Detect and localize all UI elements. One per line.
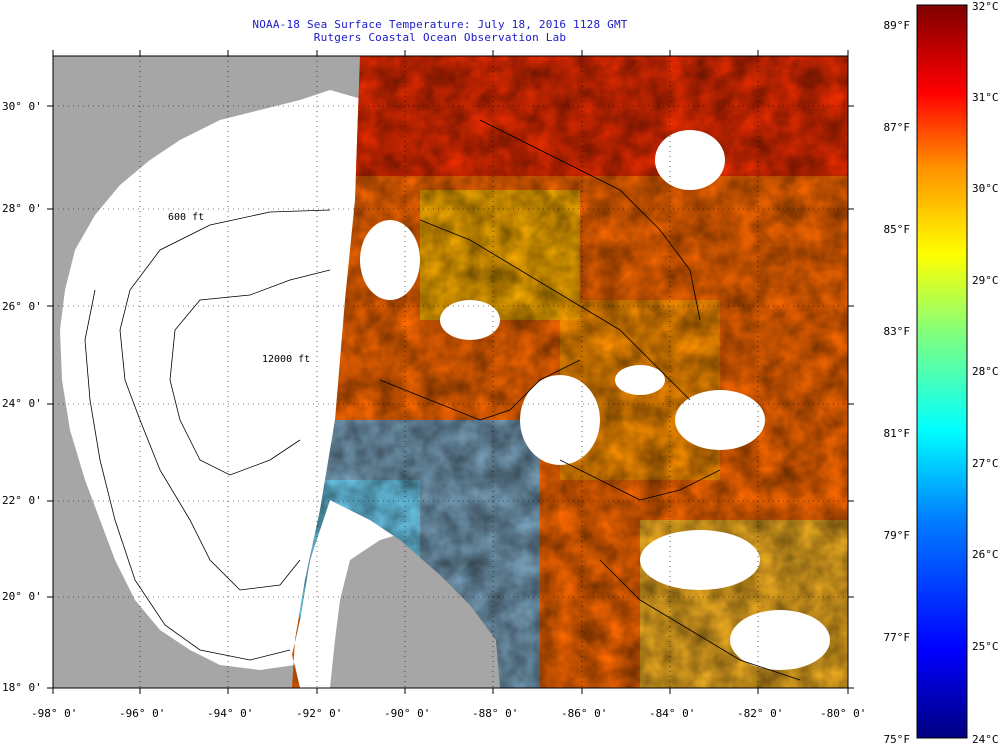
contour-label: 600 ft: [168, 212, 204, 223]
colorbar: [916, 4, 968, 739]
lat-label: 30° 0': [2, 100, 42, 113]
lat-label: 24° 0': [2, 397, 42, 410]
lat-label: 18° 0': [2, 681, 42, 694]
lon-label: -80° 0': [820, 707, 867, 720]
colorbar-c-label: 30°C: [972, 182, 999, 195]
lat-label: 28° 0': [2, 202, 42, 215]
lon-label: -82° 0': [737, 707, 784, 720]
colorbar-f-label: 79°F: [883, 529, 911, 542]
map-subtitle: Rutgers Coastal Ocean Observation Lab: [313, 31, 567, 44]
lon-label: -88° 0': [472, 707, 519, 720]
colorbar-c-label: 25°C: [972, 640, 999, 653]
colorbar-f-label: 81°F: [883, 427, 911, 440]
lon-label: -84° 0': [649, 707, 696, 720]
colorbar-c-label: 24°C: [972, 733, 999, 746]
colorbar-f-label: 77°F: [883, 631, 911, 644]
colorbar-c-label: 32°C: [972, 0, 999, 13]
lon-label: -86° 0': [561, 707, 608, 720]
lat-label: 26° 0': [2, 300, 42, 313]
lon-label: -90° 0': [384, 707, 431, 720]
colorbar-f-label: 89°F: [883, 19, 911, 32]
lat-label: 20° 0': [2, 590, 42, 603]
colorbar-f-label: 83°F: [883, 325, 911, 338]
lon-label: -98° 0': [31, 707, 78, 720]
contour-label: 12000 ft: [262, 354, 310, 365]
colorbar-c-label: 26°C: [972, 548, 999, 561]
lon-label: -92° 0': [296, 707, 343, 720]
colorbar-c-label: 31°C: [972, 91, 999, 104]
colorbar-c-label: 29°C: [972, 274, 999, 287]
us-gulf-coast-land: [53, 56, 848, 688]
map-title: NOAA-18 Sea Surface Temperature: July 18…: [252, 18, 628, 31]
colorbar-f-label: 85°F: [883, 223, 911, 236]
lon-label: -96° 0': [119, 707, 166, 720]
colorbar-f-label: 87°F: [883, 121, 911, 134]
colorbar-f-label: 75°F: [883, 733, 911, 746]
lat-label: 22° 0': [2, 494, 42, 507]
colorbar-c-label: 27°C: [972, 457, 999, 470]
map-frame: [52, 55, 849, 689]
colorbar-c-label: 28°C: [972, 365, 999, 378]
lon-label: -94° 0': [207, 707, 254, 720]
